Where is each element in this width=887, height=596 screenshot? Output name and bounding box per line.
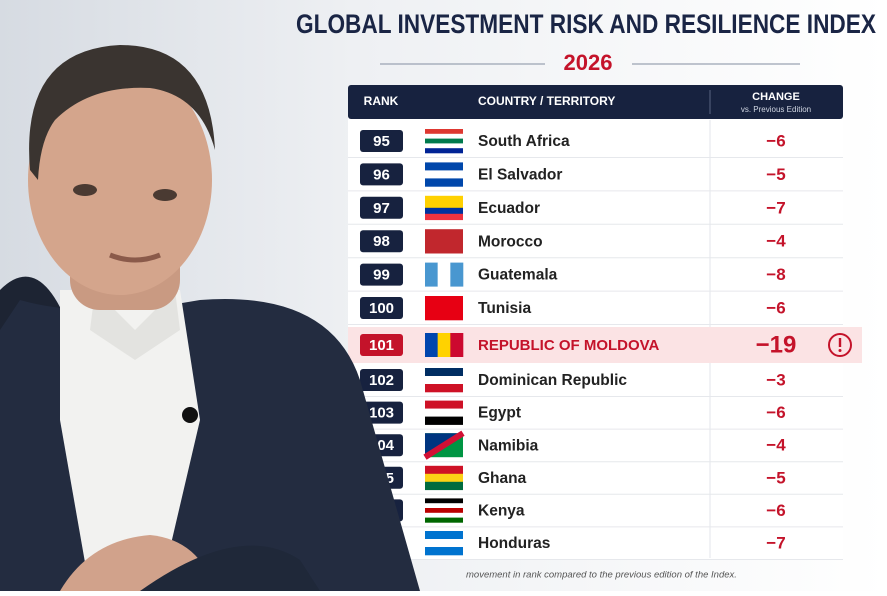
country: Ghana: [478, 470, 527, 487]
flag: [437, 262, 451, 287]
rank: 99: [373, 267, 390, 284]
column-header: CHANGE: [752, 91, 800, 103]
flag: [425, 368, 463, 377]
flag: [425, 400, 463, 409]
column-header: COUNTRY / TERRITORY: [478, 94, 615, 108]
flag: [425, 262, 438, 287]
flag: [425, 465, 463, 475]
flag: [425, 517, 463, 523]
country: Namibia: [478, 437, 539, 454]
change: −7: [766, 198, 785, 217]
flag: [425, 503, 463, 509]
change: −4: [766, 436, 786, 455]
rank: 102: [369, 372, 394, 389]
country: Egypt: [478, 405, 521, 422]
country: Ecuador: [478, 200, 540, 217]
change: −4: [766, 232, 786, 251]
flag: [425, 384, 463, 393]
rank: 100: [369, 300, 394, 317]
flag: [425, 138, 463, 144]
flag: [425, 539, 463, 548]
footnote: movement in rank compared to the previou…: [466, 570, 737, 581]
flag: [425, 178, 463, 187]
flag: [425, 498, 463, 504]
change: −19: [756, 331, 797, 358]
flag: [425, 213, 463, 221]
change: −3: [766, 370, 785, 389]
flag: [425, 416, 463, 425]
flag: [425, 201, 463, 209]
flag: [425, 473, 463, 483]
rank-badge: [360, 230, 403, 253]
rank-badge: [360, 263, 403, 286]
year: 2026: [564, 50, 613, 75]
alert-icon: [828, 333, 852, 357]
alert-icon: [838, 349, 842, 352]
change: −8: [766, 265, 785, 284]
country: El Salvador: [478, 166, 562, 183]
change: −6: [766, 131, 785, 150]
rank: 98: [373, 233, 390, 250]
change: −5: [766, 468, 785, 487]
flag: [425, 229, 463, 254]
flag: [425, 129, 463, 135]
column-header: RANK: [364, 94, 399, 108]
person: [0, 45, 420, 591]
flag: [425, 408, 463, 417]
flag: [425, 376, 463, 385]
change: −6: [766, 501, 785, 520]
title: GLOBAL INVESTMENT RISK AND RESILIENCE IN…: [296, 9, 876, 39]
flag: [425, 531, 463, 540]
flag: [437, 333, 451, 357]
rank-badge: [360, 297, 403, 319]
flag: [425, 143, 463, 149]
country: Honduras: [478, 535, 550, 552]
flag: [450, 333, 464, 357]
rank: 97: [373, 200, 390, 217]
flag: [425, 508, 463, 514]
table-header: [348, 85, 843, 119]
rank: 96: [373, 166, 390, 183]
rows: 95 South Africa −6 96 El Salvador −5 97 Ecuador…: [348, 129, 862, 560]
country: Dominican Republic: [478, 372, 627, 389]
flag: [425, 481, 463, 491]
rank: 95: [373, 133, 390, 150]
rank: 103: [369, 405, 394, 422]
flag: [425, 133, 463, 139]
change: −6: [766, 403, 785, 422]
flag: [425, 148, 463, 154]
change: −5: [766, 165, 785, 184]
flag: [425, 162, 463, 171]
flag: [425, 170, 463, 179]
flag: [425, 512, 463, 518]
flag: [425, 296, 463, 321]
flag: [450, 262, 464, 287]
country: Morocco: [478, 233, 543, 250]
change: −6: [766, 298, 785, 317]
flag: [425, 333, 438, 357]
rank-badge: [360, 334, 403, 356]
flag: [425, 195, 463, 203]
country: Guatemala: [478, 267, 558, 284]
rank-badge: [360, 163, 403, 186]
rank-badge: [360, 369, 403, 391]
country: Kenya: [478, 502, 525, 519]
country: Tunisia: [478, 300, 531, 317]
alert-icon: [838, 338, 842, 347]
rank-badge: [360, 196, 403, 219]
column-note: vs. Previous Edition: [741, 105, 811, 114]
rank: 101: [369, 337, 394, 354]
country: REPUBLIC OF MOLDOVA: [478, 337, 660, 354]
change: −7: [766, 533, 785, 552]
flag: [425, 547, 463, 556]
flag: [425, 207, 463, 215]
rank-badge: [360, 130, 403, 152]
country: South Africa: [478, 133, 570, 150]
flag: [423, 430, 465, 460]
